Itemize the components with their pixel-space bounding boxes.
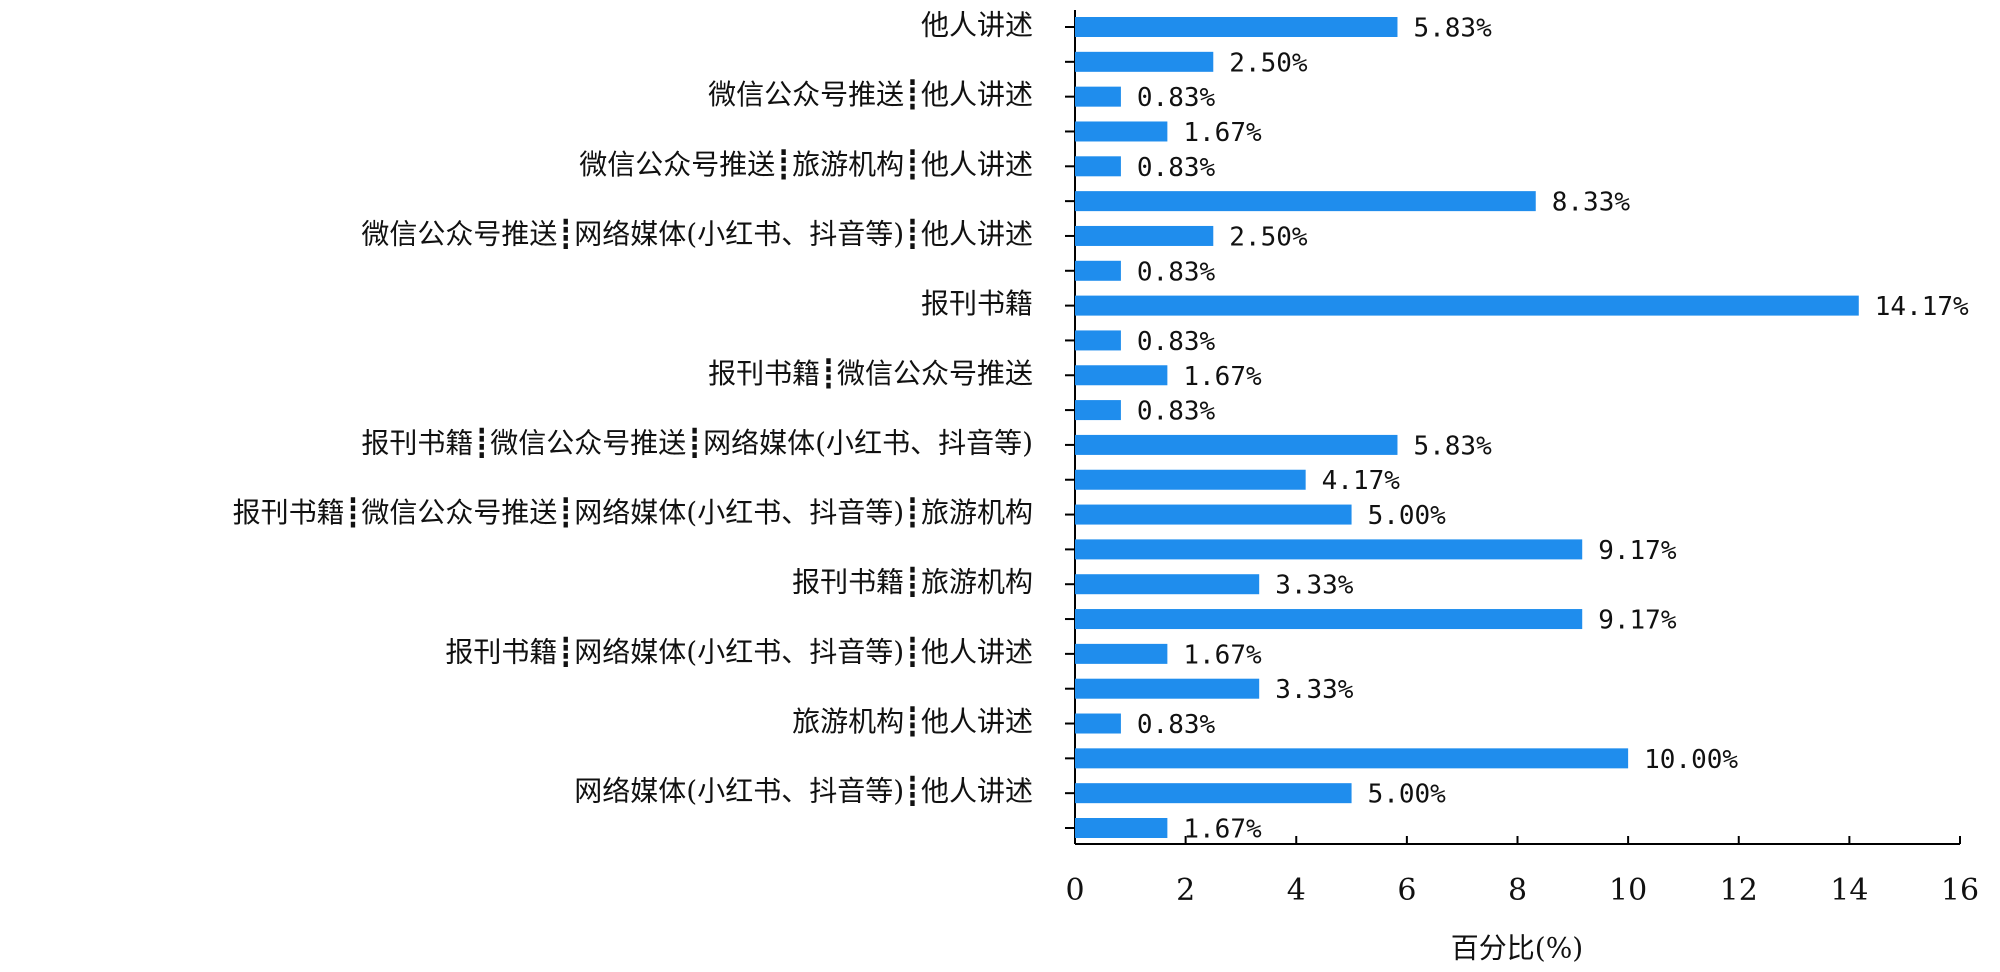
bar [1075, 818, 1168, 838]
value-label: 0.83% [1137, 397, 1216, 427]
y-tick-label: 网络媒体(小红书、抖音等)┋他人讲述 [574, 775, 1033, 808]
bar [1075, 748, 1629, 769]
bar [1075, 17, 1398, 37]
value-label: 1.67% [1183, 362, 1262, 392]
bar [1075, 434, 1398, 455]
y-tick-label: 报刊书籍┋微信公众号推送 [708, 357, 1033, 390]
bar [1075, 783, 1352, 804]
value-label: 9.17% [1598, 606, 1677, 636]
x-tick-label: 6 [1397, 873, 1416, 908]
value-label: 3.33% [1275, 675, 1354, 705]
y-tick-label: 微信公众号推送┋他人讲述 [708, 78, 1033, 111]
value-label: 0.83% [1137, 710, 1216, 740]
value-label: 1.67% [1183, 118, 1262, 148]
y-tick-label: 微信公众号推送┋旅游机构┋他人讲述 [579, 148, 1033, 181]
bar [1075, 469, 1306, 490]
bar [1075, 365, 1168, 386]
bar [1075, 225, 1214, 246]
value-label: 4.17% [1322, 466, 1401, 496]
bar [1075, 539, 1583, 560]
x-tick-label: 14 [1830, 873, 1868, 908]
bar [1075, 295, 1859, 316]
value-label: 14.17% [1875, 292, 1969, 322]
bar [1075, 191, 1536, 212]
value-label: 3.33% [1275, 571, 1354, 601]
y-tick-label: 他人讲述 [921, 9, 1033, 42]
value-label: 0.83% [1137, 327, 1216, 357]
bar [1075, 574, 1260, 595]
y-tick-label: 微信公众号推送┋网络媒体(小红书、抖音等)┋他人讲述 [361, 217, 1033, 250]
value-label: 10.00% [1644, 745, 1738, 775]
value-label: 0.83% [1137, 153, 1216, 183]
y-tick-label: 报刊书籍┋微信公众号推送┋网络媒体(小红书、抖音等)┋旅游机构 [233, 496, 1033, 529]
bar [1075, 156, 1121, 177]
value-label: 5.83% [1413, 431, 1492, 461]
value-label: 5.00% [1368, 501, 1447, 531]
y-tick-label: 报刊书籍┋旅游机构 [792, 566, 1033, 599]
x-tick-label: 4 [1287, 873, 1306, 908]
y-tick-label: 报刊书籍 [921, 287, 1033, 320]
value-label: 8.33% [1552, 188, 1631, 218]
x-tick-label: 2 [1176, 873, 1195, 908]
y-tick-label: 旅游机构┋他人讲述 [792, 705, 1033, 738]
y-tick-label: 报刊书籍┋微信公众号推送┋网络媒体(小红书、抖音等) [361, 426, 1033, 459]
value-label: 5.00% [1368, 780, 1447, 810]
bar [1075, 51, 1214, 72]
x-tick-label: 12 [1720, 873, 1758, 908]
value-label: 0.83% [1137, 257, 1216, 287]
bar [1075, 678, 1260, 699]
value-label: 1.67% [1183, 640, 1262, 670]
bar [1075, 400, 1121, 421]
value-label: 2.50% [1229, 222, 1308, 252]
x-tick-label: 8 [1508, 873, 1527, 908]
x-tick-label: 16 [1941, 873, 1979, 908]
x-tick-label: 0 [1065, 873, 1084, 908]
bar [1075, 260, 1121, 281]
x-tick-label: 10 [1609, 873, 1647, 908]
value-label: 0.83% [1137, 83, 1216, 113]
bar [1075, 330, 1121, 351]
bar [1075, 504, 1352, 525]
value-label: 9.17% [1598, 536, 1677, 566]
bar [1075, 86, 1121, 107]
x-axis-title: 百分比(%) [1451, 932, 1583, 965]
value-label: 2.50% [1229, 48, 1308, 78]
value-label: 5.83% [1413, 14, 1492, 44]
value-label: 1.67% [1183, 815, 1262, 845]
bar [1075, 643, 1168, 664]
bar [1075, 713, 1121, 734]
bar [1075, 121, 1168, 142]
bar [1075, 609, 1583, 630]
y-tick-label: 报刊书籍┋网络媒体(小红书、抖音等)┋他人讲述 [445, 635, 1033, 668]
